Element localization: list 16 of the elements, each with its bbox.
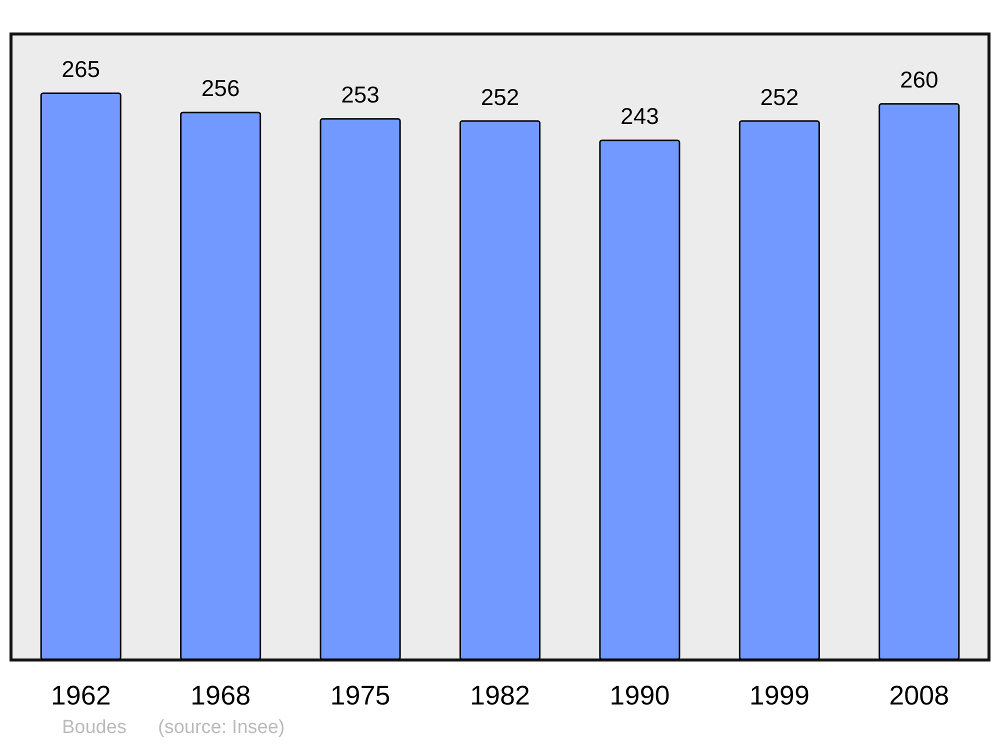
x-tick-label: 1962 [50, 680, 111, 710]
x-tick-label: 1968 [190, 680, 251, 710]
data-label: 243 [620, 103, 659, 130]
x-tick-label: 2008 [889, 680, 950, 710]
x-tick-label: 1999 [749, 680, 810, 710]
data-label: 253 [341, 82, 380, 108]
data-label: 252 [760, 84, 799, 110]
data-label: 260 [900, 66, 938, 93]
data-label: 256 [201, 75, 240, 102]
text: Boudes [62, 717, 126, 738]
x-tick-label: 1982 [470, 680, 530, 710]
x-tick-label: 1975 [330, 680, 390, 710]
text: (source: Insee) [158, 717, 285, 738]
x-tick-label: 1990 [610, 680, 670, 710]
data-label: 252 [480, 84, 520, 110]
data-label: 265 [62, 56, 100, 82]
